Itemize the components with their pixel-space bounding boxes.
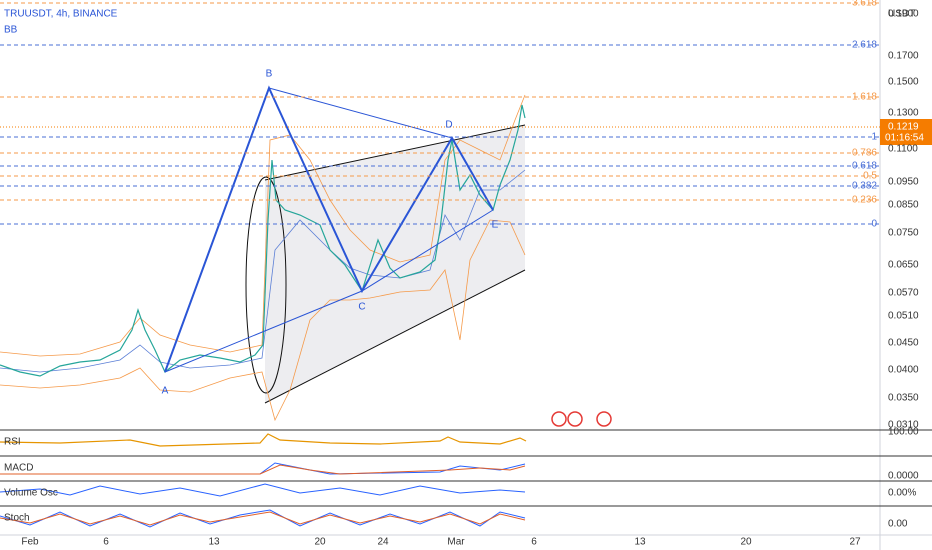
countdown: 01:16:54: [885, 133, 924, 144]
time-label: 20: [740, 537, 752, 548]
symbol: TRUUSDT, 4h, BINANCE: [4, 9, 118, 20]
bb-lower: [0, 219, 526, 422]
fib-label: 0.618: [852, 161, 877, 172]
pattern-label: B: [266, 69, 273, 80]
price-label: 0.0510: [888, 311, 919, 322]
time-label: 6: [103, 537, 109, 548]
event-icons: [551, 411, 612, 427]
time-label: 27: [849, 537, 861, 548]
price-label: 0.0350: [888, 393, 919, 404]
time-label: 24: [377, 537, 389, 548]
price-label: 0.0400: [888, 365, 919, 376]
fib-label: 3.618: [852, 0, 877, 9]
panel-value: 0.00: [888, 519, 908, 530]
stoch-k: [0, 509, 526, 528]
pattern-label: D: [445, 120, 452, 131]
panel-name: MACD: [4, 463, 33, 474]
price-label: 0.1900: [888, 9, 919, 20]
pattern-label: E: [492, 220, 499, 231]
last-price-box: [880, 119, 932, 145]
time-label: Feb: [21, 537, 39, 548]
price-label: 0.1500: [888, 77, 919, 88]
price-label: 0.0650: [888, 260, 919, 271]
time-label: Mar: [447, 537, 465, 548]
rsi-line: [0, 433, 527, 447]
price-line: [0, 104, 526, 377]
time-label: 13: [208, 537, 220, 548]
price-label: 0.0450: [888, 338, 919, 349]
last-price: 0.1219: [888, 122, 919, 133]
panel-value: 0.0000: [888, 471, 919, 482]
fib-label: 1: [871, 132, 877, 143]
pattern-base: [164, 209, 494, 373]
pattern-label: A: [162, 386, 169, 397]
channel-fill: [265, 125, 525, 403]
price-label: 0.0570: [888, 288, 919, 299]
fib-label: 2.618: [852, 40, 877, 51]
price-label: 0.0310: [888, 420, 919, 431]
price-label: 0.1100: [888, 144, 918, 155]
bb-basis: [0, 169, 526, 373]
macd-signal: [0, 464, 526, 475]
fib-label: 0.5: [863, 171, 877, 182]
fib-label: 0.786: [852, 148, 877, 159]
pane-borders: [0, 429, 932, 536]
fib-label: 1.618: [852, 92, 877, 103]
panel-name: RSI: [4, 437, 21, 448]
currency: USDT: [888, 9, 915, 20]
volume-osc-line: [0, 483, 526, 497]
panel-name: Volume Osc: [4, 488, 58, 499]
time-label: 13: [634, 537, 646, 548]
price-label: 0.0750: [888, 228, 919, 239]
fib-label: 0: [871, 219, 877, 230]
price-label: 0.0850: [888, 200, 919, 211]
panel-name: Stoch: [4, 513, 30, 524]
pattern-top: [268, 87, 453, 139]
channel-lower: [264, 269, 526, 404]
time-label: 6: [531, 537, 537, 548]
fib-label: 0.236: [852, 195, 877, 206]
price-label: 0.1700: [888, 51, 919, 62]
stoch-d: [0, 511, 526, 526]
indicator-name: BB: [4, 25, 18, 36]
price-label: 0.1300: [888, 108, 919, 119]
price-label: 0.0950: [888, 177, 919, 188]
fib-label: 0.382: [852, 181, 877, 192]
panel-value: 0.00%: [888, 488, 916, 499]
panel-value: 100.00: [888, 427, 919, 438]
pattern-label: C: [358, 302, 365, 313]
time-label: 20: [314, 537, 326, 548]
ellipse: [245, 176, 287, 394]
